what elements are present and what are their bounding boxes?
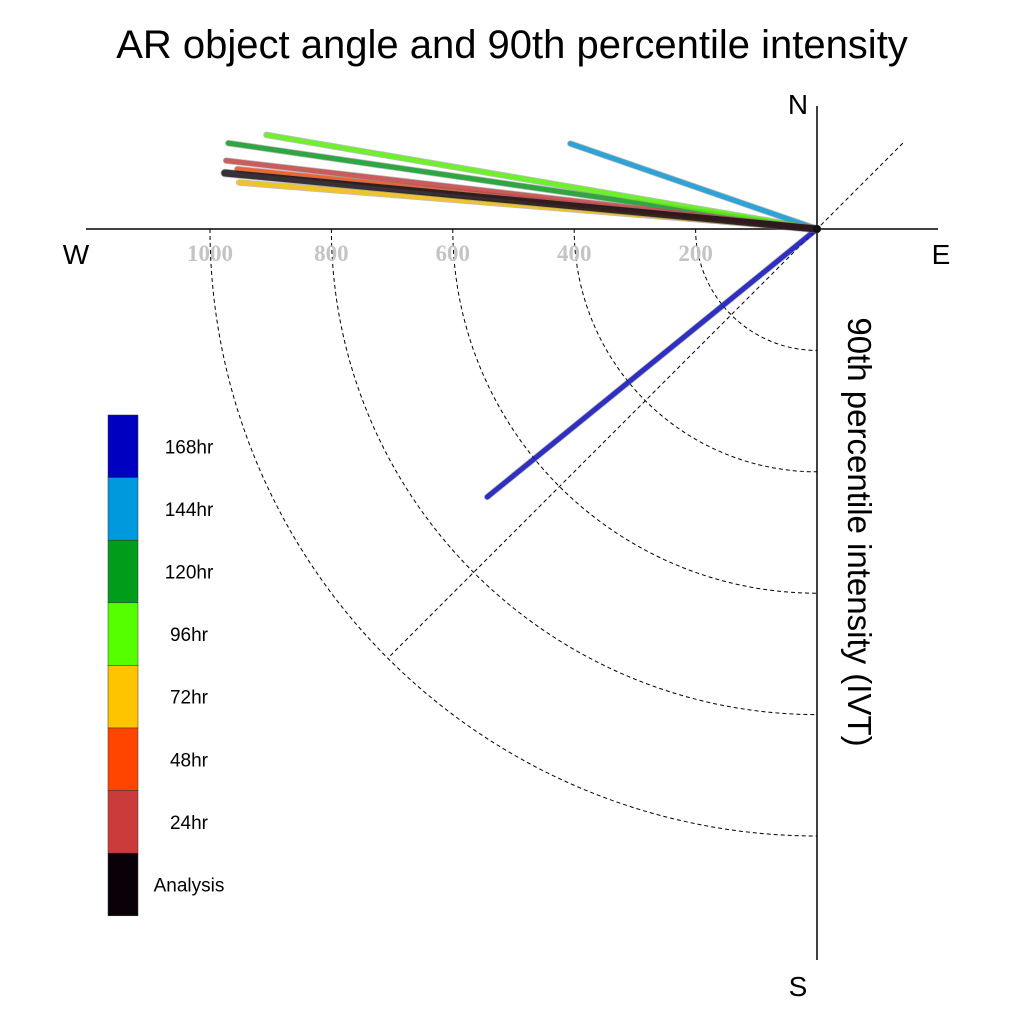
radial-tick-labels: 200 400 600 800 1000 bbox=[187, 241, 713, 266]
radial-tick-label: 600 bbox=[436, 241, 471, 266]
series-vectors bbox=[220, 131, 822, 501]
legend-swatch bbox=[107, 727, 139, 791]
radial-tick-label: 1000 bbox=[187, 241, 233, 266]
legend-swatch bbox=[107, 790, 139, 854]
vector-168hr bbox=[484, 226, 820, 500]
legend: 168hr 144hr 120hr 96hr 72hr 48hr 24hr Analysis bbox=[107, 414, 225, 917]
grid-arc bbox=[330, 228, 818, 716]
legend-label: 72hr bbox=[170, 688, 209, 709]
legend-label: 48hr bbox=[170, 750, 209, 771]
compass-east: E bbox=[932, 239, 951, 270]
compass-south: S bbox=[789, 971, 808, 1002]
radial-tick-label: 400 bbox=[557, 241, 592, 266]
chart-title: AR object angle and 90th percentile inte… bbox=[116, 23, 908, 67]
legend-swatch bbox=[107, 665, 139, 729]
legend-swatch bbox=[107, 602, 139, 666]
vector-analysis bbox=[221, 169, 821, 233]
legend-swatch bbox=[107, 414, 139, 478]
radial-tick-label: 200 bbox=[678, 241, 713, 266]
legend-label: 120hr bbox=[165, 563, 214, 584]
diagonal-reference-line bbox=[387, 142, 904, 659]
legend-label: Analysis bbox=[154, 876, 225, 897]
radial-axis-label: 90th percentile intensity (IVT) bbox=[841, 317, 878, 746]
compass-west: W bbox=[63, 239, 90, 270]
radial-tick-label: 800 bbox=[314, 241, 349, 266]
legend-label: 168hr bbox=[165, 437, 214, 458]
compass-north: N bbox=[788, 89, 808, 120]
legend-swatch bbox=[107, 852, 139, 917]
legend-label: 24hr bbox=[170, 813, 209, 834]
legend-swatch bbox=[107, 477, 139, 541]
grid-arc bbox=[695, 228, 818, 351]
legend-label: 96hr bbox=[170, 625, 209, 646]
legend-swatch bbox=[107, 539, 139, 604]
legend-label: 144hr bbox=[165, 500, 214, 521]
vector-96hr bbox=[264, 132, 820, 232]
grid-arc bbox=[452, 228, 818, 594]
origin-point bbox=[813, 225, 821, 233]
vector-144hr bbox=[567, 141, 820, 232]
